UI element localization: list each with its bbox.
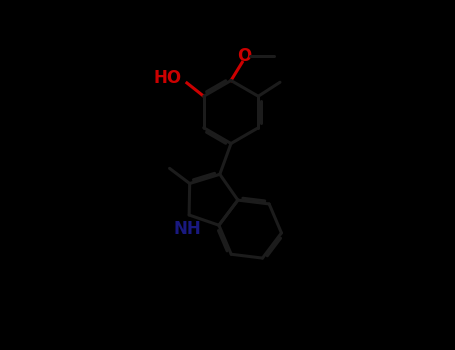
- Text: HO: HO: [154, 69, 182, 87]
- Text: NH: NH: [174, 220, 202, 238]
- Text: O: O: [237, 47, 252, 65]
